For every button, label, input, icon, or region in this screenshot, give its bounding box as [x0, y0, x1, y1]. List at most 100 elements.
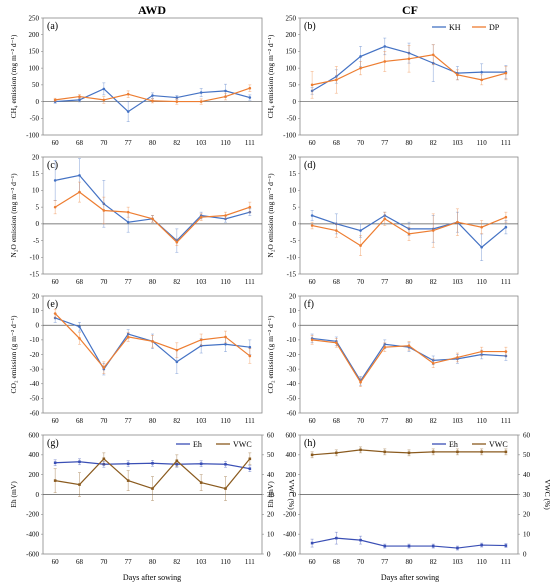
plot-frame-c: [42, 156, 263, 275]
data-point-eh: [407, 544, 411, 548]
panel-tag-c: (c): [47, 160, 58, 171]
x-tick-label: 60: [52, 139, 60, 147]
data-point-dp: [359, 380, 362, 384]
x-tick-label: 80: [149, 278, 157, 286]
data-point-dp: [431, 361, 435, 365]
data-point-dp: [480, 350, 483, 353]
y-tick-label: -50: [287, 395, 297, 403]
x-tick-label: 77: [125, 558, 133, 566]
data-point-dp: [199, 338, 203, 342]
y-right-tick-label: 40: [267, 471, 275, 479]
x-tick-label: 82: [430, 417, 438, 425]
y-tick-label: 10: [32, 307, 40, 315]
data-point-dp: [407, 232, 411, 236]
y-tick-label: -200: [26, 511, 39, 519]
data-point-vwc: [407, 451, 411, 455]
legend-label-vwc: VWC: [489, 440, 508, 449]
x-tick-label: 110: [477, 417, 488, 425]
data-point-kh: [248, 345, 252, 349]
data-point-dp: [431, 53, 435, 57]
data-point-dp: [383, 60, 387, 63]
legend-label-eh: Eh: [193, 440, 202, 449]
y-tick-label: -200: [283, 511, 296, 519]
x-tick-label: 80: [149, 558, 157, 566]
x-tick-label: 82: [173, 278, 181, 286]
panel-tag-b: (b): [304, 21, 316, 32]
x-tick-label: 60: [309, 558, 317, 566]
x-tick-label: 77: [125, 417, 133, 425]
y-tick-label: -10: [30, 254, 40, 262]
x-tick-label: 82: [430, 278, 438, 286]
y-axis-label-b: CH₄ emission (mg m⁻² d⁻¹): [266, 34, 275, 118]
x-tick-label: 70: [357, 278, 365, 286]
x-tick-label: 110: [477, 139, 488, 147]
y-tick-label: -40: [30, 380, 40, 388]
y-right-tick-label: 50: [523, 451, 531, 459]
y-tick-label: 200: [286, 471, 297, 479]
data-point-eh: [480, 543, 483, 547]
data-point-kh: [224, 342, 227, 346]
y-tick-label: 600: [286, 431, 297, 439]
x-tick-label: 103: [452, 278, 463, 286]
y-right-tick-label: 10: [523, 530, 531, 538]
x-tick-label: 103: [196, 417, 207, 425]
data-point-dp: [224, 335, 227, 339]
data-point-dp: [102, 98, 106, 102]
data-point-eh: [456, 546, 459, 550]
data-point-vwc: [199, 481, 203, 484]
y-right-tick-label: 20: [523, 511, 531, 519]
data-point-dp: [359, 244, 362, 247]
data-point-dp: [310, 224, 314, 227]
x-tick-label: 103: [196, 139, 207, 147]
data-point-kh: [53, 179, 57, 182]
plot-frame-d: [299, 156, 519, 275]
panel-tag-g: (g): [47, 438, 59, 449]
x-tick-label: 111: [245, 417, 255, 425]
y-right-tick-label: 30: [523, 491, 531, 499]
x-tick-label: 111: [501, 558, 511, 566]
data-point-eh: [504, 544, 508, 547]
y-tick-label: -50: [30, 115, 40, 123]
data-point-eh: [310, 541, 314, 545]
data-point-dp: [175, 348, 179, 352]
data-point-vwc: [456, 450, 459, 454]
data-point-eh: [151, 461, 154, 465]
y-tick-label: -40: [287, 380, 297, 388]
data-point-kh: [383, 45, 387, 48]
data-point-vwc: [480, 450, 483, 454]
data-point-dp: [335, 341, 338, 345]
x-tick-label: 60: [309, 139, 317, 147]
panel-e: -60 -50 -40 -30 -20 -10 0 10 20 60 68 70 77 80 82 103 11…: [9, 292, 263, 425]
panel-f: -60 -50 -40 -30 -20 -10 0 10 20 60 68 70 77 80 82 103 11…: [266, 292, 519, 425]
data-point-dp: [456, 356, 459, 359]
y-right-axis-label-h: VWC (%): [543, 479, 550, 510]
y-tick-label: -5: [33, 237, 39, 245]
data-point-dp: [335, 229, 338, 232]
y-tick-label: -100: [26, 131, 39, 139]
data-point-dp: [224, 95, 227, 98]
y-tick-label: 20: [289, 153, 297, 161]
y-tick-label: 50: [289, 81, 297, 89]
y-tick-label: -20: [287, 351, 297, 359]
x-tick-label: 60: [52, 417, 60, 425]
x-tick-label: 111: [245, 558, 255, 566]
data-point-vwc: [151, 487, 154, 490]
x-tick-label: 80: [406, 417, 414, 425]
legend-label-dp: DP: [489, 23, 500, 32]
data-point-dp: [248, 354, 252, 358]
panel-tag-d: (d): [304, 160, 316, 171]
y-tick-label: 0: [36, 220, 40, 228]
y-tick-label: 0: [36, 322, 40, 330]
plot-frame-b: [299, 17, 519, 136]
data-point-eh: [53, 461, 57, 465]
y-tick-label: 50: [32, 81, 40, 89]
x-tick-label: 70: [100, 139, 108, 147]
x-tick-label: 82: [173, 417, 181, 425]
y-axis-label-d: N₂O emission (mg m⁻² d⁻¹): [266, 173, 275, 258]
y-tick-label: 0: [36, 491, 40, 499]
x-tick-label: 82: [173, 558, 181, 566]
x-tick-label: 111: [245, 139, 255, 147]
y-tick-label: 100: [286, 64, 297, 72]
column-title-awd: AWD: [138, 3, 166, 17]
